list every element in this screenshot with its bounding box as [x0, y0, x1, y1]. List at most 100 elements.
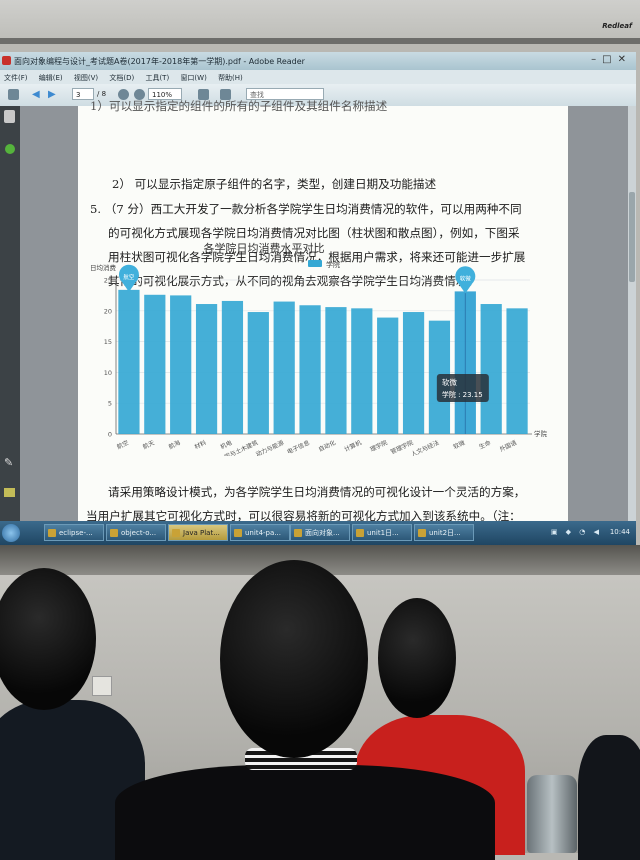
y-axis-label: 日均消费 — [90, 263, 117, 272]
taskbar-item-label: unit1日... — [367, 529, 399, 537]
y-tick-label: 25 — [104, 277, 112, 285]
y-tick-label: 15 — [104, 338, 112, 346]
fit-width-icon[interactable] — [220, 89, 231, 100]
scrollbar-thumb[interactable] — [629, 192, 635, 282]
bar — [247, 312, 269, 434]
app-icon — [172, 529, 180, 537]
window-controls[interactable]: –□✕ — [591, 54, 632, 65]
markpoint-label: 软微 — [460, 274, 472, 282]
wall-outlet — [92, 676, 112, 696]
bar — [118, 289, 140, 434]
zoom-in-icon[interactable] — [134, 89, 145, 100]
chart-title: 各学院日均消费水平对比 — [204, 241, 325, 255]
menu-window[interactable]: 窗口(W) — [180, 74, 207, 82]
bar — [273, 301, 295, 434]
taskbar-item-label: 面向对象... — [305, 529, 340, 537]
text-line-partial: 1）可以显示指定的组件的所有的子组件及其组件名称描述 — [90, 99, 388, 113]
question-5-line: 用柱状图可视化各学院学生日均消费情况，根据用户需求，将来还可能进一步扩展 — [108, 250, 526, 264]
menu-help[interactable]: 帮助(H) — [218, 74, 243, 82]
bar — [377, 317, 399, 434]
markpoint-pin — [455, 266, 476, 294]
question-5-line: 其他的可视化展示方式，从不同的视角去观察各学院学生日均消费情况。 — [108, 274, 480, 288]
taskbar-clock: 10:44 — [609, 528, 630, 536]
menu-tools[interactable]: 工具(T) — [145, 74, 170, 82]
maximize-button[interactable]: □ — [602, 54, 618, 65]
student-center-head — [220, 560, 368, 758]
legend-swatch — [308, 260, 322, 267]
taskbar-item[interactable]: unit4-pa... — [230, 524, 290, 541]
zoom-select[interactable]: 110% — [148, 88, 182, 100]
taskbar-item[interactable]: unit1日... — [352, 524, 412, 541]
attachments-icon[interactable]: ✎ — [4, 456, 14, 469]
taskbar-item-label: Java Plat... — [183, 529, 220, 537]
x-tick-label: 自动化 — [317, 439, 337, 454]
system-tray-icons[interactable]: ▣ ◆ ◔ ◀ — [550, 528, 602, 536]
vertical-scrollbar[interactable] — [628, 106, 636, 521]
x-tick-label: 机电 — [219, 439, 233, 451]
x-tick-label: 动力与能源 — [254, 439, 285, 456]
print-icon[interactable] — [8, 89, 19, 100]
x-tick-label: 理学院 — [369, 439, 389, 454]
app-icon — [234, 529, 242, 537]
markpoint-label: 航空 — [123, 273, 135, 281]
previous-page-icon[interactable]: ◀ — [32, 89, 40, 100]
question-5-line: 的可视化方式展现各学院日均消费情况对比图（柱状图和散点图），例如，下图采 — [108, 226, 520, 240]
taskbar-item[interactable]: object-o... — [106, 524, 166, 541]
menu-file[interactable]: 文件(F) — [4, 74, 28, 82]
bar — [325, 307, 347, 434]
markpoint-pin — [118, 264, 139, 292]
pages-panel-icon[interactable] — [4, 110, 15, 123]
tooltip-box — [436, 374, 489, 402]
bar — [221, 300, 244, 434]
student-right-head — [378, 598, 456, 718]
next-page-icon[interactable]: ▶ — [48, 89, 56, 100]
text-line: 请采用策略设计模式，为各学院学生日均消费情况的可视化设计一个灵活的方案， — [108, 485, 526, 499]
x-axis-label: 学院 — [534, 429, 548, 438]
page-number-input[interactable]: 3 — [72, 88, 94, 100]
toolbar: ◀ ▶ 3 / 8 110% 查找 — [0, 84, 636, 107]
taskbar-item[interactable]: eclipse-... — [44, 524, 104, 541]
x-tick-label: 航空 — [116, 439, 130, 451]
app-icon — [294, 529, 302, 537]
fit-page-icon[interactable] — [198, 89, 209, 100]
taskbar-item[interactable]: unit2日... — [414, 524, 474, 541]
close-button[interactable]: ✕ — [617, 54, 632, 65]
bar — [195, 304, 218, 434]
x-tick-label: 外国语 — [498, 439, 518, 454]
windows-taskbar: eclipse-... object-o... Java Plat... unit4-… — [0, 521, 636, 545]
window-title: 面向对象编程与设计_考试题A卷(2017年-2018年第一学期).pdf - A… — [14, 57, 305, 66]
text-line: 2） 可以显示指定原子组件的名字，类型，创建日期及功能描述 — [112, 177, 437, 191]
taskbar-item[interactable]: Java Plat... — [168, 524, 228, 541]
bar — [351, 308, 373, 434]
zoom-out-icon[interactable] — [118, 89, 129, 100]
taskbar-item[interactable]: 面向对象... — [290, 524, 350, 541]
student-left-head — [0, 568, 96, 710]
window-titlebar: 面向对象编程与设计_考试题A卷(2017年-2018年第一学期).pdf - A… — [0, 52, 636, 70]
menu-document[interactable]: 文档(D) — [109, 74, 135, 82]
app-icon — [356, 529, 364, 537]
x-tick-label: 航天 — [141, 439, 155, 451]
taskbar-item-label: unit2日... — [429, 529, 461, 537]
pdf-page: 1）可以显示指定的组件的所有的子组件及其组件名称描述 2） 可以显示指定原子组件… — [78, 99, 568, 523]
text-line: 当用户扩展其它可视化方式时，可以很容易将新的可视化方式加入到该系统中。（注： — [86, 509, 521, 523]
bar — [144, 294, 166, 434]
menu-edit[interactable]: 编辑(E) — [38, 74, 63, 82]
start-button[interactable] — [2, 524, 20, 542]
minimize-button[interactable]: – — [591, 54, 603, 65]
bar — [480, 304, 502, 434]
x-tick-label: 材料 — [193, 439, 207, 451]
tooltip-value: 学院 : 23.15 — [442, 390, 483, 399]
x-tick-label: 人文与经法 — [410, 439, 441, 456]
menu-view[interactable]: 视图(V) — [73, 74, 99, 82]
water-bottle — [527, 775, 577, 853]
search-input[interactable]: 查找 — [246, 88, 324, 100]
x-tick-label: 计算机 — [343, 439, 363, 454]
tooltip-title: 软微 — [442, 377, 457, 387]
bookmarks-panel-icon[interactable] — [5, 144, 15, 154]
app-icon — [418, 529, 426, 537]
comments-icon[interactable] — [4, 488, 15, 497]
student-center-body — [115, 765, 495, 860]
x-tick-label: 软微 — [452, 439, 466, 451]
y-tick-label: 0 — [108, 431, 112, 439]
